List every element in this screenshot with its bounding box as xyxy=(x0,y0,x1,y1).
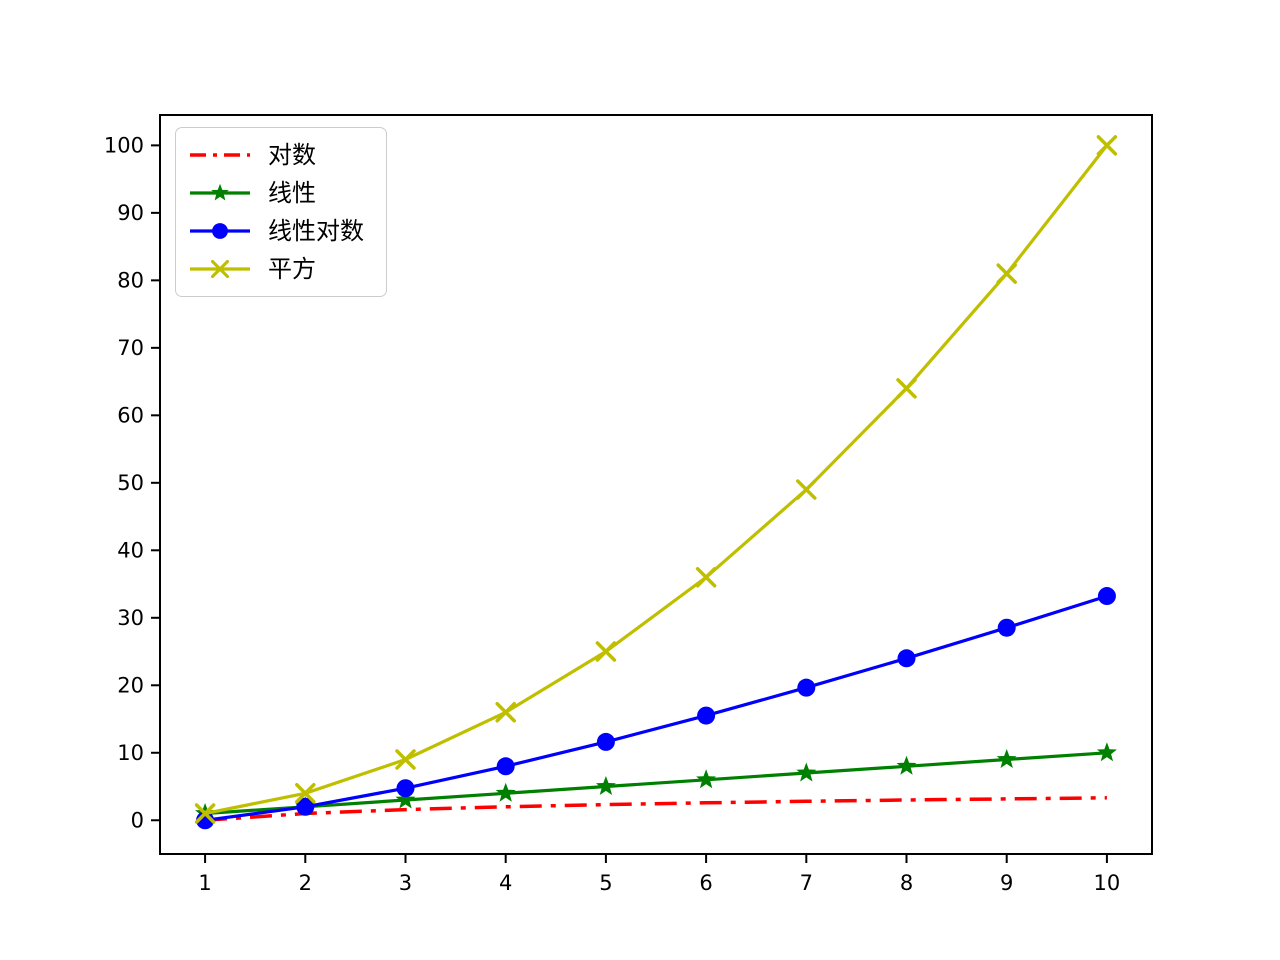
data-point-marker xyxy=(595,641,617,662)
data-point-marker xyxy=(495,782,516,802)
y-tick-label: 70 xyxy=(117,336,144,360)
x-tick-label: 3 xyxy=(399,871,412,895)
legend-label: 线性对数 xyxy=(268,217,364,245)
legend-row: 对数 xyxy=(188,136,364,174)
data-point-marker xyxy=(695,567,717,588)
y-tick-label: 60 xyxy=(117,403,144,427)
y-tick-label: 50 xyxy=(117,471,144,495)
y-tick-label: 30 xyxy=(117,606,144,630)
data-point-marker xyxy=(796,762,817,782)
data-point-marker xyxy=(210,259,230,279)
data-point-marker xyxy=(596,732,615,751)
data-point-marker xyxy=(896,378,917,399)
plot-frame xyxy=(159,114,1153,855)
data-point-marker xyxy=(595,776,616,796)
data-point-marker xyxy=(797,678,816,697)
x-tick-label: 6 xyxy=(699,871,712,895)
data-point-marker xyxy=(997,618,1016,637)
data-point-marker xyxy=(896,755,917,775)
data-point-marker xyxy=(1096,742,1117,762)
x-tick-label: 8 xyxy=(900,871,913,895)
legend-label: 平方 xyxy=(268,255,316,283)
x-tick-label: 7 xyxy=(800,871,813,895)
y-tick-label: 0 xyxy=(131,808,144,832)
data-point-marker xyxy=(697,706,716,725)
data-point-marker xyxy=(1096,135,1118,156)
data-point-marker xyxy=(296,797,315,816)
data-point-marker xyxy=(1097,587,1116,606)
legend-label: 线性 xyxy=(268,179,316,207)
data-point-marker xyxy=(395,749,416,770)
data-point-marker xyxy=(796,479,817,500)
x-tick-label: 2 xyxy=(299,871,312,895)
data-point-marker xyxy=(211,183,229,201)
x-tick-label: 5 xyxy=(599,871,612,895)
legend-row: 平方 xyxy=(188,250,364,288)
data-point-marker xyxy=(996,749,1017,769)
legend-sample-none-line xyxy=(190,153,250,157)
series-line-0 xyxy=(204,796,1107,823)
y-tick-label: 100 xyxy=(104,133,144,157)
data-point-marker xyxy=(897,649,916,668)
legend-label: 对数 xyxy=(268,141,316,169)
series-line-3 xyxy=(204,144,1109,816)
series-line-2 xyxy=(204,594,1108,822)
data-point-marker xyxy=(396,779,415,798)
y-tick-label: 90 xyxy=(117,201,144,225)
y-tick-label: 10 xyxy=(117,741,144,765)
data-point-marker xyxy=(496,757,515,776)
y-tick-label: 80 xyxy=(117,268,144,292)
data-point-marker xyxy=(212,223,228,239)
legend-row: 线性 xyxy=(188,174,364,212)
y-tick-label: 20 xyxy=(117,673,144,697)
legend-sample-star-line xyxy=(190,183,250,201)
data-point-marker xyxy=(194,803,216,824)
data-point-marker xyxy=(495,702,516,723)
data-point-marker xyxy=(295,783,316,804)
legend: 对数线性线性对数平方 xyxy=(175,127,387,297)
y-tick-label: 40 xyxy=(117,538,144,562)
legend-sample-circle-line xyxy=(190,223,250,239)
legend-sample-x-line xyxy=(190,259,250,279)
data-point-marker xyxy=(395,789,416,809)
x-tick-label: 10 xyxy=(1094,871,1121,895)
legend-row: 线性对数 xyxy=(188,212,364,250)
x-tick-label: 4 xyxy=(499,871,512,895)
x-tick-label: 1 xyxy=(198,871,211,895)
data-point-marker xyxy=(696,769,717,789)
data-point-marker xyxy=(996,263,1017,284)
x-tick-label: 9 xyxy=(1000,871,1013,895)
series-line-1 xyxy=(204,751,1108,816)
